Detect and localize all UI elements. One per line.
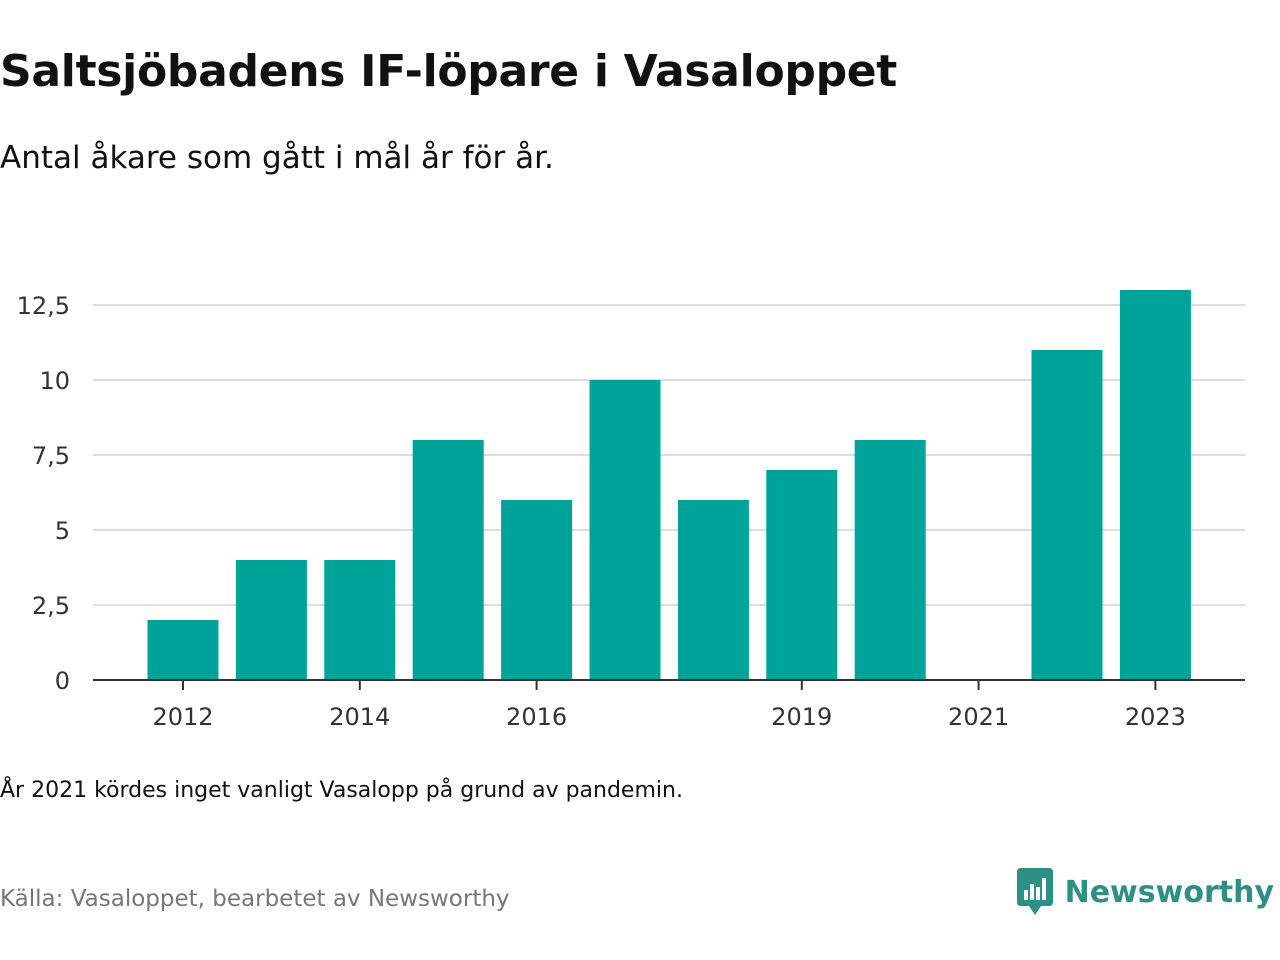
- bars: [147, 290, 1191, 680]
- source-text: Källa: Vasaloppet, bearbetet av Newswort…: [0, 886, 510, 912]
- x-tick-label: 2019: [771, 703, 832, 731]
- y-tick-label: 12,5: [17, 292, 70, 320]
- x-tick-label: 2021: [948, 703, 1009, 731]
- y-axis-ticks: 0 2,5 5 7,5 10 12,5: [17, 292, 70, 695]
- x-tick-label: 2016: [506, 703, 567, 731]
- bar-2015: [412, 440, 484, 680]
- bar-2020: [854, 440, 926, 680]
- x-axis-ticks: 2012 2014 2016 2019 2021 2023: [152, 680, 1186, 731]
- y-tick-label: 5: [55, 517, 70, 545]
- newsworthy-logo-icon: [1016, 868, 1053, 915]
- chart-title: Saltsjöbadens IF-löpare i Vasaloppet: [0, 46, 898, 97]
- y-tick-label: 7,5: [32, 442, 70, 470]
- brand-name: Newsworthy: [1064, 874, 1274, 910]
- bar-2012: [147, 620, 219, 680]
- bar-2022: [1031, 350, 1103, 680]
- bar-2019: [766, 470, 838, 680]
- bar-2023: [1119, 290, 1191, 680]
- y-tick-label: 2,5: [32, 592, 70, 620]
- y-tick-label: 10: [39, 367, 70, 395]
- x-tick-label: 2012: [152, 703, 213, 731]
- brand-logo[interactable]: Newsworthy: [1015, 868, 1274, 916]
- y-tick-label: 0: [55, 667, 70, 695]
- bar-2013: [235, 560, 307, 680]
- x-tick-label: 2014: [329, 703, 390, 731]
- bar-chart: 0 2,5 5 7,5 10 12,5 2012 2014 2016 2019 2021 2023: [17, 290, 1245, 731]
- bar-2018: [677, 500, 749, 680]
- chart-note: År 2021 kördes inget vanligt Vasalopp på…: [0, 778, 683, 803]
- bar-2014: [324, 560, 396, 680]
- x-tick-label: 2023: [1125, 703, 1186, 731]
- bar-2017: [589, 380, 661, 680]
- chart-subtitle: Antal åkare som gått i mål år för år.: [0, 140, 554, 176]
- bar-2016: [501, 500, 573, 680]
